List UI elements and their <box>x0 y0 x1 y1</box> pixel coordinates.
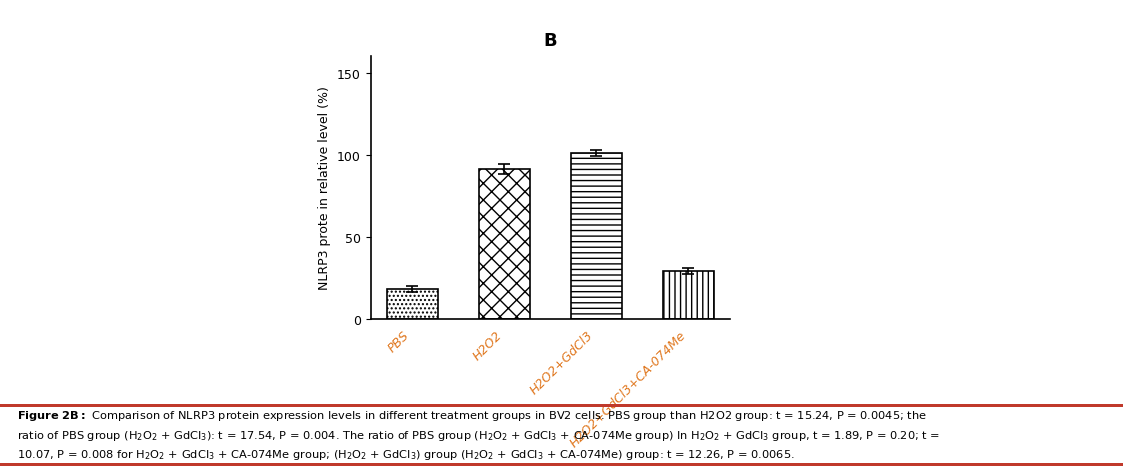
Bar <box>478 170 530 319</box>
Y-axis label: NLRP3 prote in relative level (%): NLRP3 prote in relative level (%) <box>319 86 331 290</box>
Bar <box>663 271 713 319</box>
Bar <box>387 289 438 319</box>
Title: B: B <box>544 32 557 50</box>
Bar <box>570 154 622 319</box>
Text: $\bf{Figure\ 2B:}$ Comparison of NLRP3 protein expression levels in different tr: $\bf{Figure\ 2B:}$ Comparison of NLRP3 p… <box>17 408 940 462</box>
